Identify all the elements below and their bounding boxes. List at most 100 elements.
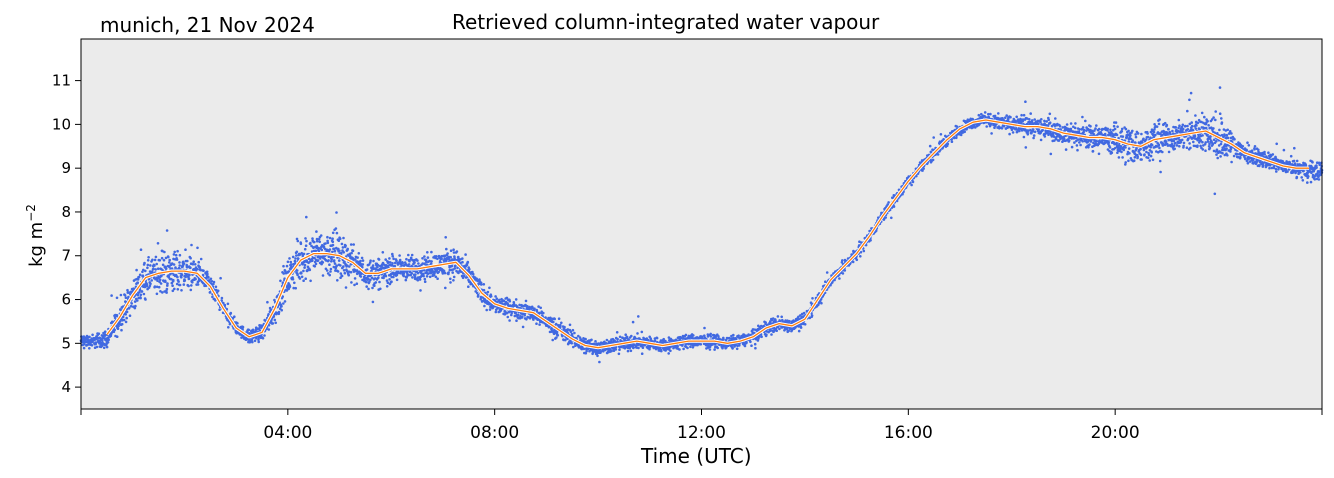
scatter-point [429,262,433,266]
scatter-point [113,328,116,332]
scatter-point [559,323,562,327]
scatter-point [313,260,317,264]
scatter-point [452,275,456,279]
scatter-point [640,352,644,356]
scatter-point [95,345,99,349]
scatter-point [1043,135,1047,138]
scatter-point [1002,125,1006,128]
scatter-point [632,343,636,347]
scatter-point [939,133,943,136]
scatter-point [208,279,211,283]
scatter-point [407,273,410,277]
scatter-point [332,259,336,262]
scatter-point [148,284,152,288]
scatter-point [626,349,630,353]
scatter-point [778,327,781,331]
scatter-point [983,111,987,114]
scatter-point [277,310,281,314]
scatter-point [241,325,245,329]
scatter-point [306,265,310,269]
scatter-point [1057,139,1061,142]
scatter-point [328,248,332,251]
scatter-point [337,247,340,251]
scatter-point [928,144,932,148]
scatter-point [745,341,748,344]
scatter-point [760,335,763,339]
scatter-point [535,309,539,313]
scatter-point [1094,127,1097,130]
scatter-point [166,284,169,287]
scatter-point [488,308,492,311]
scatter-point [1097,152,1101,156]
scatter-point [291,255,295,259]
scatter-point [294,286,298,290]
scatter-point [855,258,859,262]
scatter-point [870,227,873,230]
scatter-point [443,271,447,275]
scatter-point [115,313,119,317]
scatter-point [127,291,131,294]
scatter-point [711,343,714,346]
scatter-point [315,237,319,241]
scatter-point [617,352,621,356]
scatter-point [94,341,98,344]
scatter-point [950,138,953,141]
scatter-point [385,285,389,288]
scatter-point [282,272,286,275]
scatter-point [570,341,573,345]
scatter-point [1076,148,1079,152]
scatter-point [220,296,224,300]
scatter-point [268,310,272,314]
scatter-point [462,274,466,278]
scatter-point [349,243,353,246]
scatter-point [430,250,433,254]
scatter-point [138,291,141,294]
scatter-point [369,278,372,282]
scatter-point [892,205,896,208]
scatter-point [333,249,337,253]
scatter-point [525,318,528,321]
scatter-point [553,317,556,321]
scatter-point [475,277,479,281]
scatter-point [308,268,312,272]
scatter-point [178,261,181,264]
scatter-point [223,303,227,307]
scatter-point [257,340,261,344]
scatter-point [1000,127,1004,130]
scatter-point [176,288,180,291]
scatter-point [1020,129,1024,132]
scatter-point [731,347,734,350]
scatter-point [1031,130,1035,133]
scatter-point [157,285,161,289]
scatter-point [393,264,397,268]
scatter-point [743,344,747,348]
scatter-point [508,319,511,322]
scatter-point [295,269,299,272]
scatter-point [149,264,152,267]
scatter-point [514,298,518,301]
scatter-point [692,334,695,337]
scatter-point [339,264,342,267]
scatter-point [171,289,175,293]
scatter-point [288,257,291,260]
scatter-point [1030,131,1033,135]
scatter-point [641,346,645,350]
scatter-point [423,262,426,266]
scatter-point [1054,137,1058,141]
scatter-point [1088,143,1091,146]
scatter-point [449,281,452,284]
scatter-point [101,339,104,342]
scatter-point [637,346,640,350]
scatter-point [102,346,106,350]
scatter-point [985,125,988,128]
scatter-point [270,319,273,323]
scatter-point [204,284,208,288]
scatter-point [797,315,800,319]
scatter-point [113,316,117,320]
scatter-point [537,305,540,308]
scatter-point [178,253,182,257]
scatter-point [607,340,611,343]
scatter-point [258,326,262,329]
scatter-point [1093,129,1096,132]
scatter-point [700,335,704,339]
